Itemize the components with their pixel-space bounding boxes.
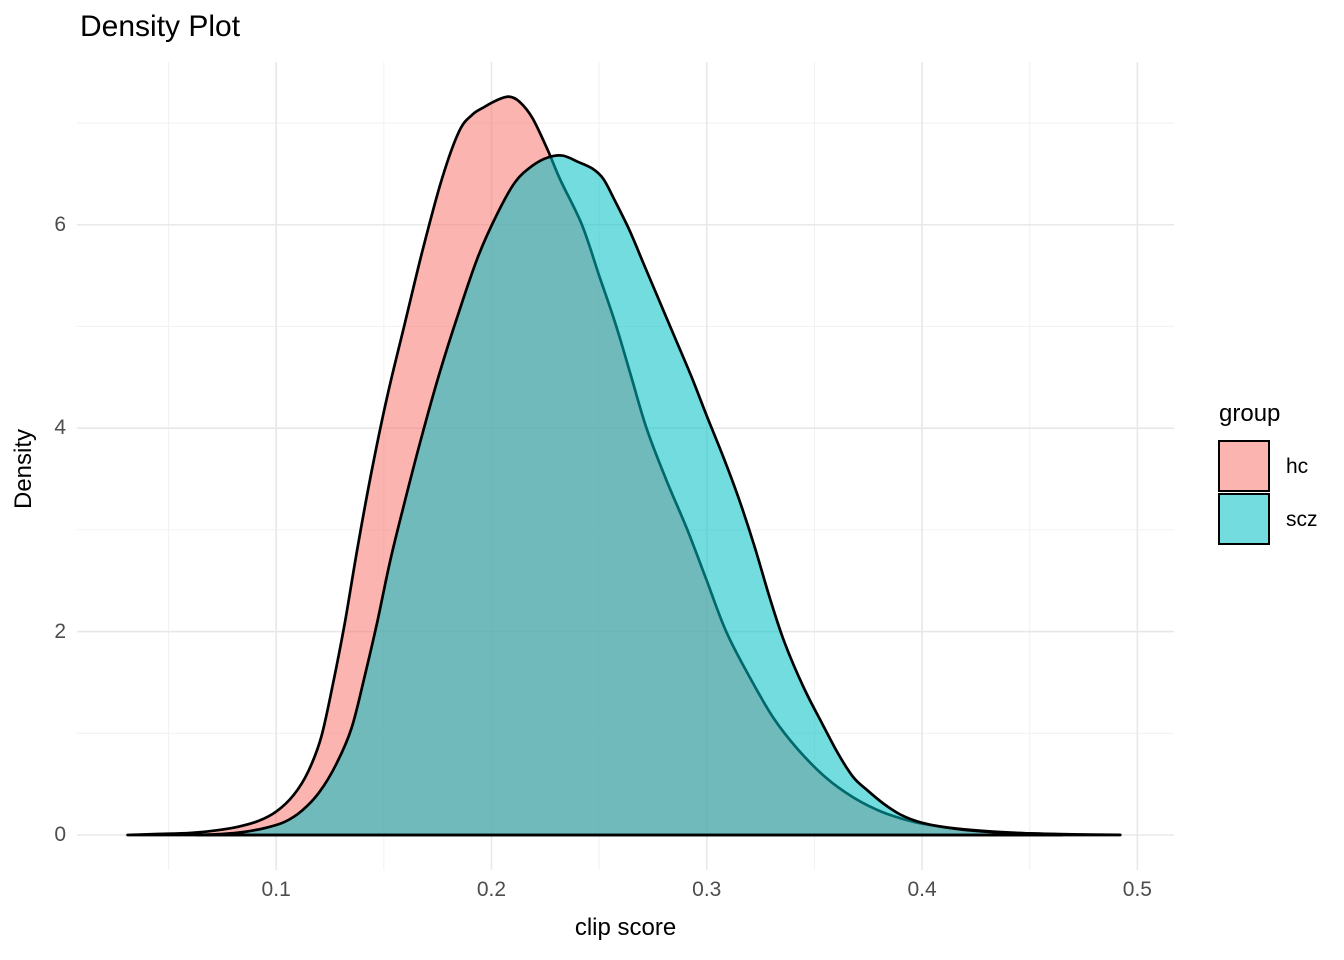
- x-tick-label: 0.1: [261, 878, 291, 901]
- x-tick-label: 0.3: [692, 878, 722, 901]
- y-tick-label: 6: [54, 212, 66, 236]
- legend: group hc scz: [1218, 400, 1338, 546]
- y-tick-label: 4: [54, 416, 66, 440]
- legend-title: group: [1219, 400, 1281, 427]
- x-tick-label: 0.4: [907, 878, 937, 901]
- y-tick-label: 0: [54, 823, 66, 846]
- legend-key-hc: hc: [1218, 440, 1308, 493]
- plot-title: Density Plot: [80, 10, 241, 43]
- x-axis-title: clip score: [574, 914, 677, 941]
- legend-label-scz: scz: [1286, 507, 1318, 531]
- x-tick-label: 0.2: [476, 878, 507, 901]
- legend-swatch-scz: [1218, 493, 1270, 545]
- legend-swatch-hc: [1218, 440, 1270, 492]
- x-tick-label: 0.5: [1122, 878, 1152, 901]
- legend-key-scz: scz: [1218, 493, 1318, 546]
- y-tick-label: 2: [54, 619, 66, 643]
- scz-density-area: [195, 154, 1122, 837]
- legend-label-hc: hc: [1286, 454, 1309, 478]
